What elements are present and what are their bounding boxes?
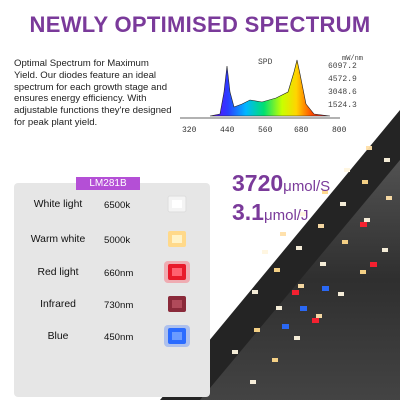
- x-tick: 440: [220, 126, 235, 135]
- x-tick: 680: [294, 126, 309, 135]
- led-name: Blue: [47, 331, 69, 342]
- ppf-value: 3720: [232, 170, 284, 196]
- efficacy-unit: μmol/J: [263, 207, 309, 224]
- led-value: 5000k: [104, 235, 131, 246]
- led-value: 450nm: [104, 332, 134, 343]
- spd-label: SPD: [258, 58, 273, 67]
- spd-chart: SPD mW/nm 6097.2 4572.9 3048.6 1524.3 32…: [180, 55, 363, 135]
- spd-unit: mW/nm: [342, 55, 363, 63]
- led-name: Infrared: [40, 299, 76, 310]
- led-value: 6500k: [104, 200, 131, 211]
- efficacy-metric: 3.1μmol/J: [232, 199, 308, 226]
- white-led-chip-icon: [167, 195, 187, 213]
- description-text: Optimal Spectrum for Maximum Yield. Our …: [14, 58, 172, 128]
- y-tick: 6097.2: [328, 62, 357, 71]
- ppf-unit: μmol/S: [283, 178, 331, 195]
- y-tick: 3048.6: [328, 88, 357, 97]
- efficacy-value: 3.1: [232, 199, 264, 225]
- red-led-chip-icon: [164, 261, 190, 283]
- blue-led-chip-icon: [164, 325, 190, 347]
- led-name: Red light: [37, 267, 79, 278]
- x-tick: 320: [182, 126, 197, 135]
- led-value: 660nm: [104, 268, 134, 279]
- led-value: 730nm: [104, 300, 134, 311]
- x-tick: 800: [332, 126, 347, 135]
- page-title: NEWLY OPTIMISED SPECTRUM: [29, 12, 371, 37]
- warm-white-led-chip-icon: [168, 231, 186, 247]
- y-tick: 4572.9: [328, 75, 357, 84]
- y-tick: 1524.3: [328, 101, 357, 110]
- infrared-led-chip-icon: [168, 296, 186, 312]
- led-spec-card: White light 6500k Warm white 5000k Red l…: [14, 183, 210, 397]
- led-card-label: LM281B: [76, 177, 140, 190]
- spectrum-curve: [209, 59, 331, 117]
- x-tick: 560: [258, 126, 273, 135]
- led-name: Warm white: [30, 234, 86, 245]
- led-name: White light: [33, 199, 83, 210]
- ppf-metric: 3720μmol/S: [232, 170, 330, 197]
